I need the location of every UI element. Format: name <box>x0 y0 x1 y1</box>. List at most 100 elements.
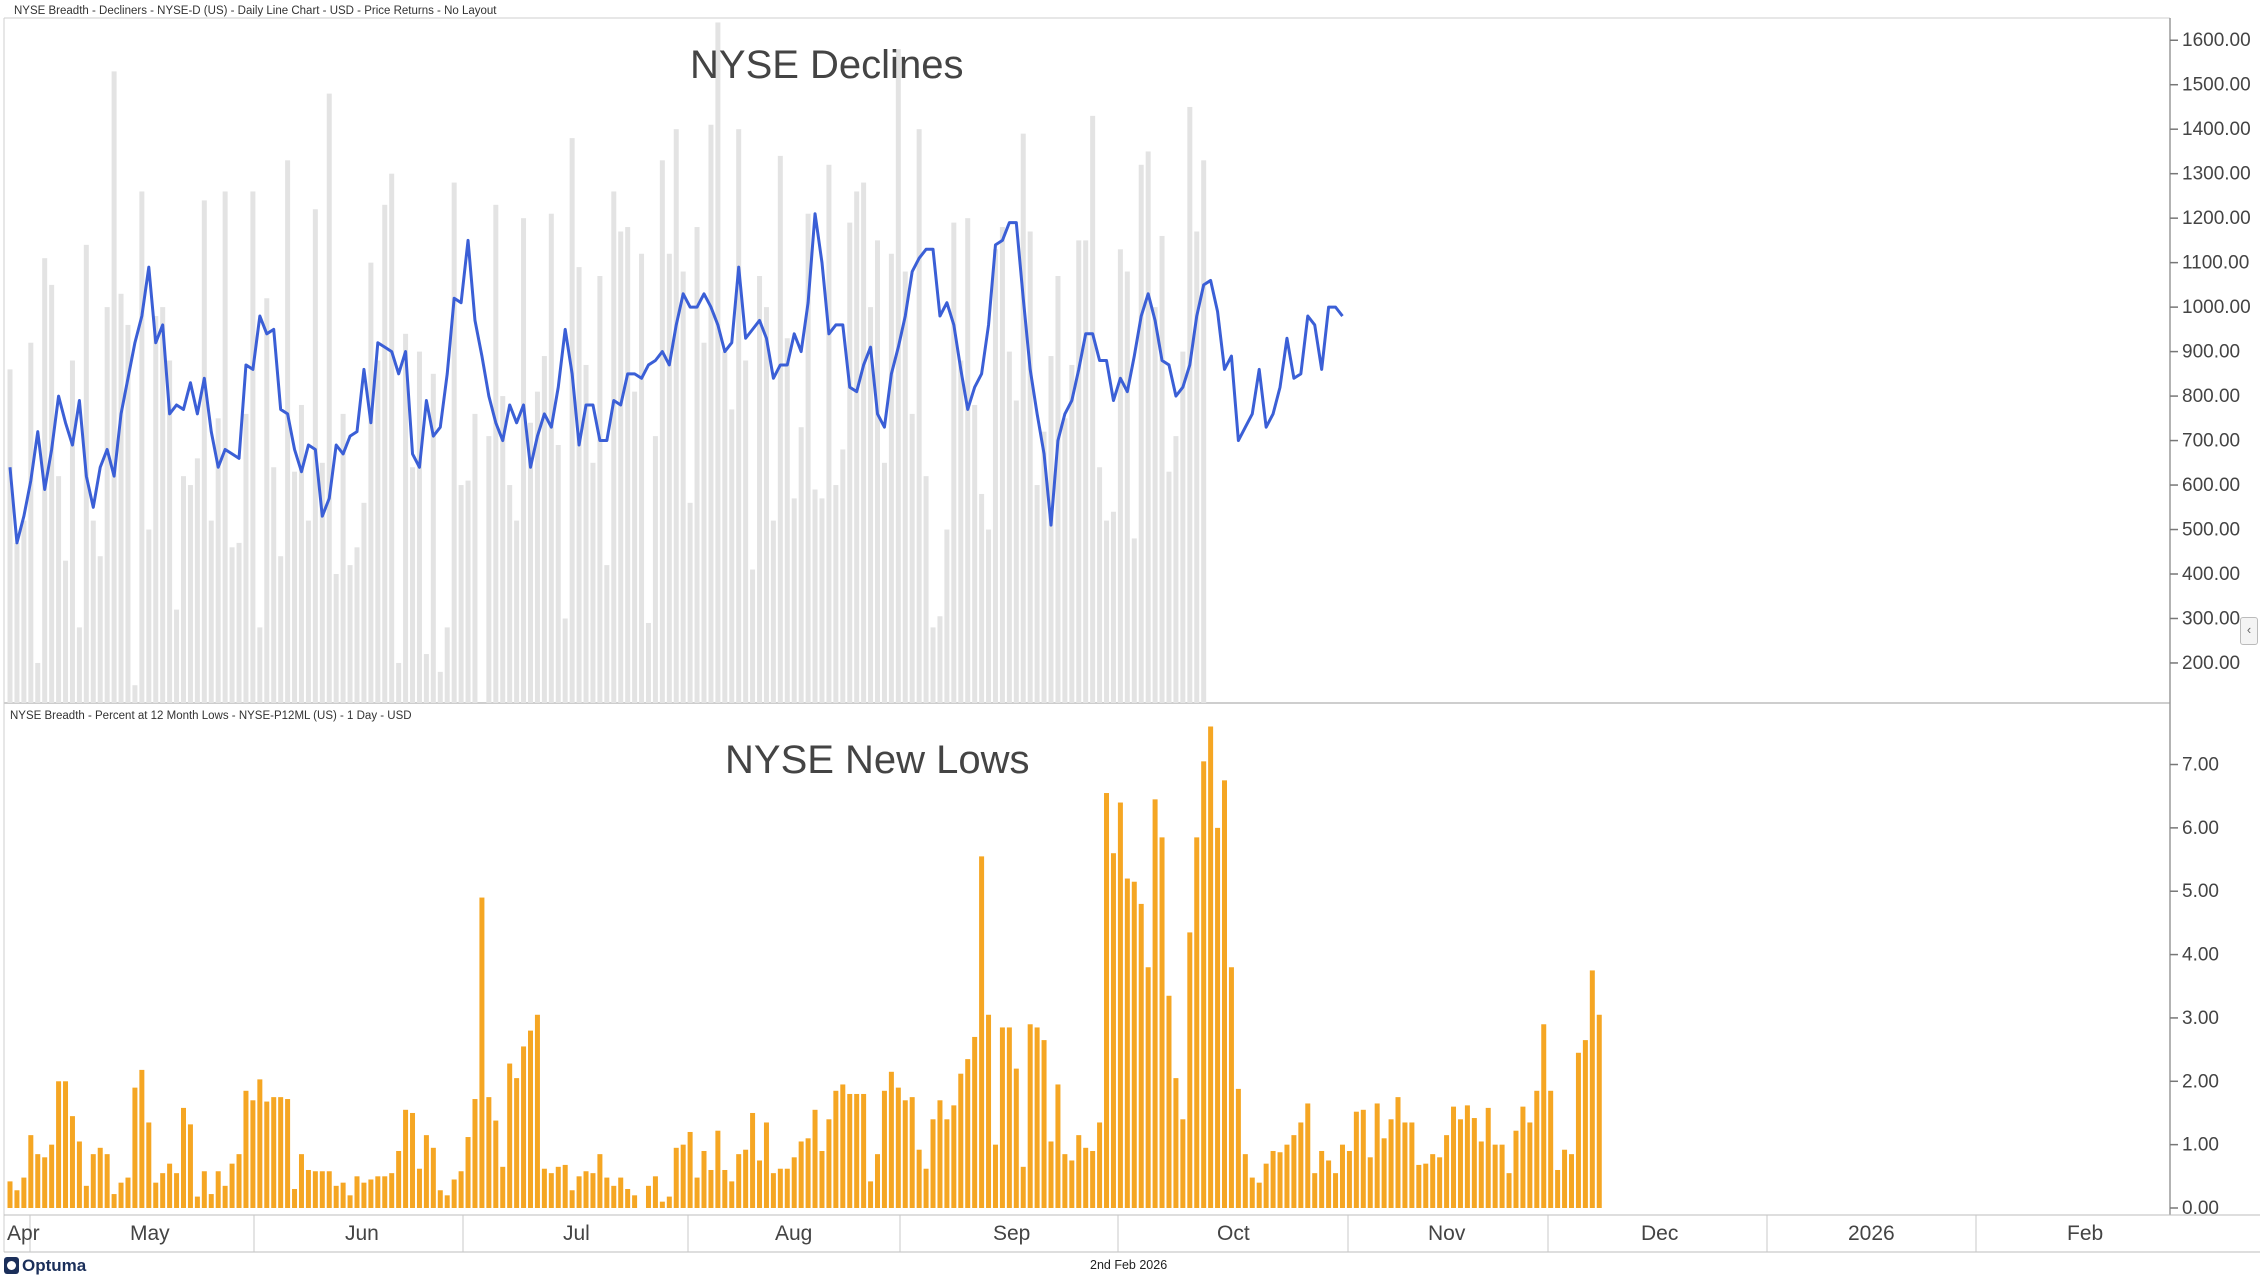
decliners-bar <box>1041 431 1047 703</box>
brand-logo-text: Optuma <box>22 1256 87 1275</box>
new-lows-bar <box>528 1030 533 1208</box>
new-lows-bar <box>305 1169 311 1208</box>
new-lows-bar <box>1055 1084 1061 1208</box>
new-lows-bar <box>1256 1182 1262 1208</box>
new-lows-bar <box>625 1188 631 1208</box>
decliners-bar <box>923 476 929 703</box>
decliners-bar <box>1027 231 1033 703</box>
decliners-bar <box>278 556 284 703</box>
decliners-bar <box>1034 485 1040 703</box>
new-lows-bar <box>229 1163 235 1208</box>
decliners-bar <box>410 467 416 703</box>
decliners-bar <box>965 218 971 703</box>
new-lows-bar <box>1124 878 1130 1208</box>
new-lows-bar <box>181 1107 186 1208</box>
new-lows-bar <box>285 1099 291 1208</box>
new-lows-bar <box>1582 1040 1588 1208</box>
decliners-bar <box>861 182 867 703</box>
new-lows-bar <box>90 1154 96 1208</box>
decliners-bar <box>1159 235 1165 703</box>
decliners-bar <box>951 222 957 704</box>
new-lows-bar <box>479 897 485 1208</box>
decliners-bar <box>1173 436 1179 703</box>
new-lows-bar <box>763 1122 769 1208</box>
bottom-ytick-label: 5.00 <box>2182 881 2219 902</box>
new-lows-bar <box>243 1090 249 1208</box>
decliners-bar <box>285 160 291 704</box>
new-lows-bar <box>611 1185 617 1208</box>
new-lows-bar <box>521 1046 527 1208</box>
new-lows-bar <box>1270 1150 1276 1208</box>
decliners-bar <box>687 502 693 703</box>
top-ytick-label: 500.00 <box>2182 520 2240 541</box>
new-lows-bar <box>1499 1144 1505 1208</box>
new-lows-bar <box>1319 1150 1325 1208</box>
decliners-bar <box>208 520 214 703</box>
new-lows-bar <box>423 1135 429 1208</box>
x-labels-group: Apr May Jun Jul Aug Sep Oct Nov Dec 2026 Feb <box>7 1215 2103 1252</box>
new-lows-bar <box>750 1112 756 1208</box>
new-lows-bar <box>493 1120 499 1208</box>
new-lows-bar <box>382 1176 388 1208</box>
footer-date: 2nd Feb 2026 <box>1090 1258 1168 1272</box>
new-lows-bar <box>132 1087 138 1208</box>
new-lows-bar <box>555 1166 561 1208</box>
decliners-bar <box>805 213 811 703</box>
decliners-bar <box>937 616 943 703</box>
new-lows-bar <box>236 1154 242 1208</box>
decliners-bar <box>69 360 75 703</box>
new-lows-bar <box>472 1099 478 1208</box>
new-lows-bar <box>368 1179 374 1208</box>
decliners-bar <box>604 565 610 703</box>
new-lows-bar <box>1145 967 1151 1208</box>
new-lows-bar <box>361 1182 367 1208</box>
decliners-bar <box>181 476 186 703</box>
new-lows-bar <box>548 1173 554 1208</box>
new-lows-bar <box>1409 1122 1415 1208</box>
decliners-bar <box>403 333 409 703</box>
decliners-bar <box>1083 240 1089 703</box>
new-lows-bar <box>1242 1154 1248 1208</box>
new-lows-bar <box>1159 837 1165 1208</box>
decliners-bar <box>167 360 173 703</box>
decliners-bar <box>215 418 221 703</box>
decliners-bar <box>49 284 55 703</box>
new-lows-bar <box>326 1171 332 1208</box>
decliners-bar <box>201 200 207 703</box>
decliners-bar <box>777 155 783 703</box>
x-tick-label: Nov <box>1428 1222 1466 1245</box>
new-lows-bar <box>1388 1119 1394 1208</box>
decliners-bar <box>916 129 922 703</box>
new-lows-bar <box>770 1173 776 1208</box>
decliners-bar <box>763 307 769 703</box>
new-lows-bar <box>729 1181 735 1208</box>
top-ytick-label: 1500.00 <box>2182 75 2251 96</box>
panel-collapse-button[interactable]: ‹ <box>2240 617 2258 645</box>
new-lows-bar <box>819 1150 825 1208</box>
new-lows-bar <box>1437 1157 1443 1208</box>
top-ytick-label: 900.00 <box>2182 342 2240 363</box>
new-lows-bar <box>1131 881 1137 1208</box>
decliners-bar <box>639 253 645 703</box>
new-lows-bar <box>1201 761 1207 1208</box>
new-lows-bar <box>757 1160 763 1208</box>
decliners-bar <box>999 227 1005 703</box>
new-lows-bar <box>1284 1144 1290 1208</box>
new-lows-bar <box>888 1071 894 1208</box>
decliners-bar <box>1117 249 1123 704</box>
new-lows-bar <box>1367 1157 1373 1208</box>
new-lows-bar <box>21 1177 27 1208</box>
x-tick-label: Jul <box>563 1222 590 1245</box>
new-lows-bar <box>1548 1090 1554 1208</box>
new-lows-bar <box>118 1182 124 1208</box>
new-lows-bar <box>951 1105 957 1208</box>
decliners-bar <box>895 49 901 703</box>
decliners-bar <box>625 227 631 703</box>
decliners-bar <box>1131 538 1137 703</box>
decliners-bar <box>472 413 478 703</box>
new-lows-bar <box>1083 1147 1089 1208</box>
decliners-bar <box>1110 511 1116 703</box>
new-lows-bar <box>1166 995 1172 1208</box>
new-lows-bar <box>992 1144 998 1208</box>
